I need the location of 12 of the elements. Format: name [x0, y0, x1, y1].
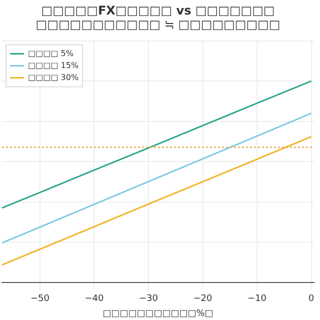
x-tick-label: −20 — [193, 294, 213, 304]
x-tick-label: −40 — [84, 294, 104, 304]
chart-subtitle: □□□□□□□□□□□ ≒ □□□□□□□□□ — [36, 18, 280, 32]
x-tick-label: 0 — [308, 294, 314, 304]
legend-label: □□□□ 15% — [28, 60, 79, 70]
legend-label: □□□□ 30% — [28, 72, 79, 82]
chart-title: □□□□□FX□□□□□ vs □□□□□□□ — [41, 3, 275, 18]
x-tick-label: −30 — [139, 294, 158, 304]
legend-label: □□□□ 5% — [28, 48, 74, 58]
x-tick-label: −10 — [248, 294, 267, 304]
x-axis-title: □□□□□□□□□□□%□ — [102, 308, 214, 319]
x-tick-label: −50 — [30, 294, 50, 304]
